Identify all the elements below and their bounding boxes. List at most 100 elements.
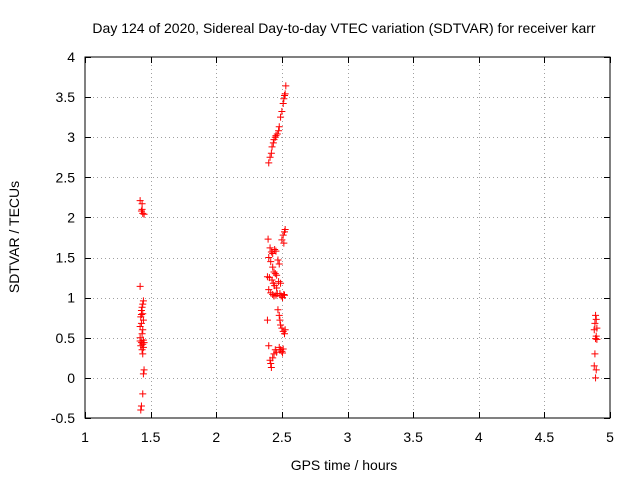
- y-tick-label: 3.5: [56, 89, 76, 105]
- x-tick-label: 3: [344, 429, 352, 445]
- data-point: [265, 342, 273, 350]
- data-point: [274, 306, 282, 314]
- data-point: [279, 100, 287, 108]
- data-point: [269, 139, 277, 147]
- data-point: [281, 326, 289, 334]
- data-point: [593, 335, 601, 343]
- chart-title: Day 124 of 2020, Sidereal Day-to-day VTE…: [92, 20, 595, 36]
- data-point: [269, 354, 277, 362]
- data-point: [267, 359, 275, 367]
- data-point: [591, 319, 599, 327]
- x-tick-label: 4: [475, 429, 483, 445]
- data-point: [138, 205, 146, 213]
- data-point: [266, 153, 274, 161]
- data-point: [280, 290, 288, 298]
- data-point: [139, 350, 147, 358]
- data-point: [278, 324, 286, 332]
- data-point: [274, 256, 282, 264]
- data-point: [276, 316, 284, 324]
- data-point: [277, 321, 285, 329]
- y-tick-labels: -0.5 0 0.5 1 1.5 2 2.5 3 3.5 4: [51, 49, 75, 426]
- data-point: [279, 231, 287, 239]
- data-point: [280, 95, 288, 103]
- data-point: [592, 311, 600, 319]
- data-point: [592, 335, 600, 343]
- data-point: [137, 311, 145, 319]
- data-point: [271, 270, 279, 278]
- data-point: [139, 326, 147, 334]
- data-point: [138, 330, 146, 338]
- data-point: [136, 337, 144, 345]
- data-point: [136, 282, 144, 290]
- data-point: [140, 366, 148, 374]
- data-point: [137, 402, 145, 410]
- data-point: [277, 113, 285, 121]
- data-point: [269, 263, 277, 271]
- data-point: [138, 346, 146, 354]
- data-point: [590, 326, 598, 334]
- data-point: [263, 316, 271, 324]
- x-tick-labels: 1 1.5 2 2.5 3 3.5 4 4.5 5: [81, 429, 614, 445]
- y-tick-label: 1: [67, 290, 75, 306]
- plot-frame: [84, 56, 611, 419]
- data-point: [277, 279, 285, 287]
- y-tick-label: 0.5: [56, 330, 76, 346]
- y-tick-label: 1.5: [56, 250, 76, 266]
- y-tick-label: 0: [67, 370, 75, 386]
- data-point: [279, 345, 287, 353]
- x-tick-label: 2: [212, 429, 220, 445]
- data-point: [137, 319, 145, 327]
- data-point: [268, 143, 276, 151]
- y-tick-label: 2.5: [56, 169, 76, 185]
- data-point: [139, 297, 147, 305]
- data-point: [278, 108, 286, 116]
- data-point: [267, 149, 275, 157]
- data-point: [275, 127, 283, 135]
- data-point: [281, 225, 289, 233]
- x-tick-label: 1: [81, 429, 89, 445]
- data-point: [282, 82, 290, 90]
- data-point: [264, 235, 272, 243]
- data-point: [140, 210, 148, 218]
- y-tick-label: 3: [67, 129, 75, 145]
- x-tick-label: 3.5: [403, 429, 423, 445]
- data-point: [281, 92, 288, 100]
- data-point: [272, 291, 280, 299]
- data-point: [273, 284, 281, 292]
- data-point: [271, 246, 279, 254]
- x-tick-label: 4.5: [535, 429, 555, 445]
- data-point: [267, 363, 275, 371]
- x-axis-label: GPS time / hours: [291, 457, 398, 473]
- data-point: [275, 260, 283, 268]
- data-point: [272, 132, 280, 140]
- y-tick-label: 4: [67, 49, 75, 65]
- axis-ticks: [85, 57, 611, 419]
- x-tick-label: 1.5: [141, 429, 161, 445]
- data-point: [139, 209, 147, 217]
- grid-lines: [85, 57, 610, 418]
- data-point: [140, 339, 148, 347]
- data-point: [279, 349, 287, 357]
- data-point: [275, 311, 283, 319]
- data-point: [267, 258, 275, 266]
- y-axis-label: SDTVAR / TECUs: [6, 181, 22, 293]
- data-point: [265, 254, 273, 262]
- data-point: [281, 330, 288, 338]
- data-point: [281, 90, 289, 98]
- x-tick-label: 2.5: [272, 429, 292, 445]
- data-points: [136, 82, 601, 414]
- data-point: [592, 374, 600, 382]
- data-point: [280, 239, 288, 247]
- data-point: [265, 159, 273, 167]
- data-point: [590, 362, 598, 370]
- data-point: [266, 244, 274, 252]
- data-point: [137, 406, 145, 414]
- data-point: [592, 315, 600, 323]
- data-point: [272, 247, 280, 255]
- data-point: [273, 130, 281, 138]
- data-point: [273, 348, 281, 356]
- data-point: [139, 370, 147, 378]
- data-point: [268, 276, 276, 284]
- y-tick-label: -0.5: [51, 410, 75, 426]
